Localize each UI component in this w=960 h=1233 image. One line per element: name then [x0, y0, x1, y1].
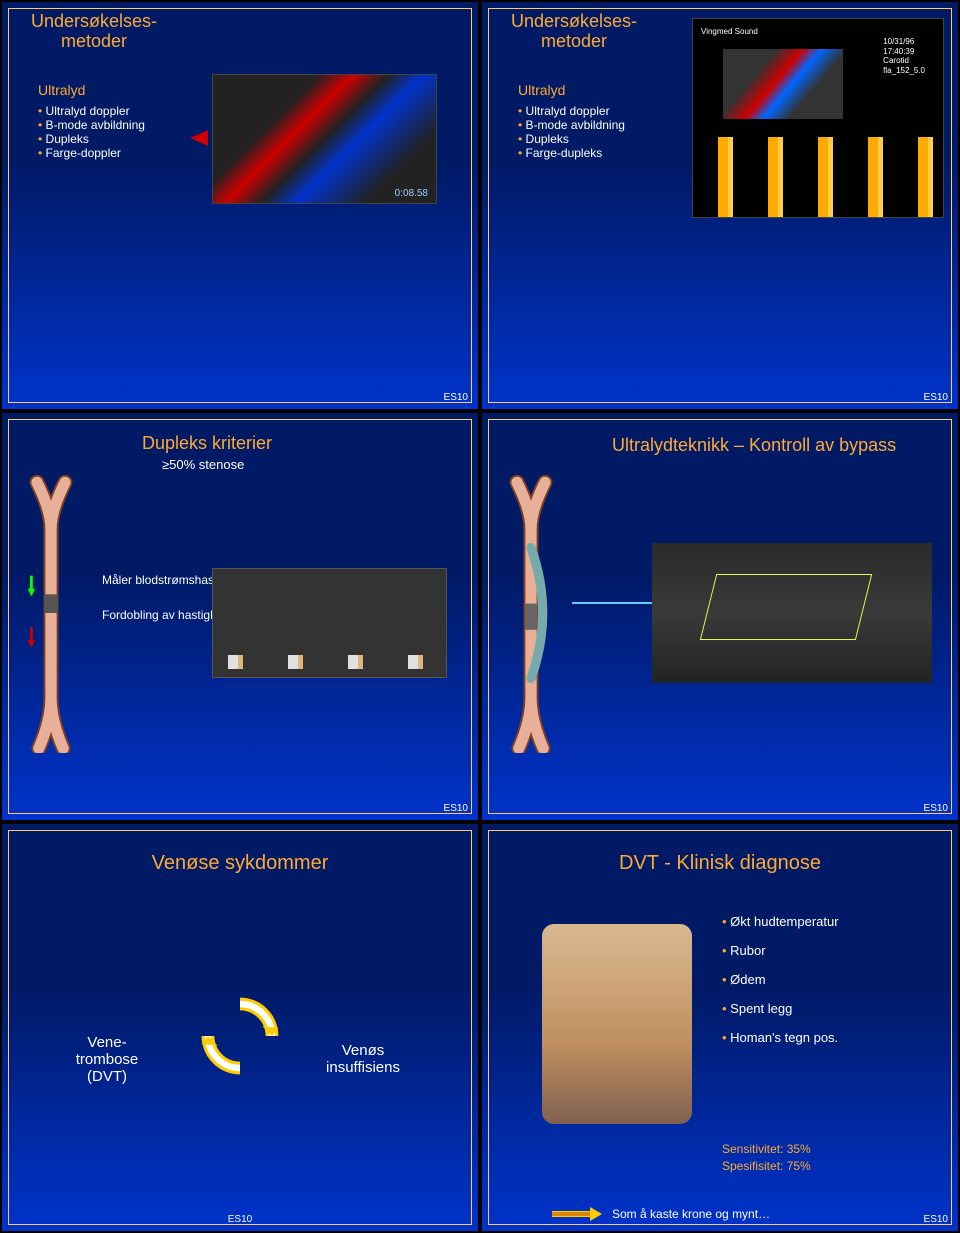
slide2-bullets: Ultralyd doppler B-mode avbildning Duple…: [518, 104, 654, 160]
slide2-subtitle: Ultralyd: [518, 82, 654, 98]
slide1-title: Undersøkelses- metoder: [14, 12, 174, 52]
slide6-bullets: Økt hudtemperatur Rubor Ødem Spent legg …: [722, 914, 839, 1059]
stenosis-mark: [44, 594, 57, 613]
bullet: Ødem: [722, 972, 839, 987]
slide-footer: ES10: [924, 803, 948, 814]
vi-l2: insuffisiens: [326, 1059, 400, 1076]
bullet: Ultralyd doppler: [518, 104, 654, 118]
ultrasound-spectral-image: Vingmed Sound 10/31/96 17:40:39 Carotid …: [692, 18, 944, 218]
bullet: Økt hudtemperatur: [722, 914, 839, 929]
slide-1: Undersøkelses- metoder Ultralyd Ultralyd…: [0, 0, 480, 411]
ultrasound-bmode-box: [652, 543, 932, 683]
meta-label: 10/31/96 17:40:39 Carotid fla_152_5.0: [883, 37, 925, 75]
bullet: Dupleks: [518, 132, 654, 146]
vi-l1: Venøs: [342, 1042, 385, 1059]
slide-footer: ES10: [228, 1214, 252, 1225]
artery-diagram: [16, 473, 86, 753]
slide-5: Venøse sykdommer Vene- trombose (DVT) Ve…: [0, 822, 480, 1233]
dvt-l1: Vene-: [87, 1034, 126, 1051]
bullet: Ultralyd doppler: [38, 104, 174, 118]
bullet: Farge-doppler: [38, 146, 174, 160]
title-line1: Undersøkelses-: [511, 11, 637, 31]
title-line1: Undersøkelses-: [31, 11, 157, 31]
dvt-label: Vene- trombose (DVT): [52, 1034, 162, 1085]
slide4-title: Ultralydteknikk – Kontroll av bypass: [612, 435, 896, 456]
bullet: Rubor: [722, 943, 839, 958]
sensitivity: Sensitivitet: 35%: [722, 1141, 811, 1158]
slide-6: DVT - Klinisk diagnose Økt hudtemperatur…: [480, 822, 960, 1233]
slide1-bullets: Ultralyd doppler B-mode avbildning Duple…: [38, 104, 174, 160]
slide3-title: Dupleks kriterier: [142, 433, 272, 454]
slide2-title: Undersøkelses- metoder: [494, 12, 654, 52]
bullet: B-mode avbildning: [518, 118, 654, 132]
cycle-arrows-icon: [200, 996, 280, 1076]
vingmed-label: Vingmed Sound: [701, 27, 758, 36]
specificity: Spesifisitet: 75%: [722, 1158, 811, 1175]
bullet: Spent legg: [722, 1001, 839, 1016]
pointer-line: [572, 588, 652, 618]
bullet: B-mode avbildning: [38, 118, 174, 132]
spectral-waveform: [693, 137, 943, 217]
red-arrow-icon: [190, 130, 208, 146]
color-flow-region: [723, 49, 843, 119]
slide-footer: ES10: [444, 803, 468, 814]
slide-footer: ES10: [924, 392, 948, 403]
meta-date: 10/31/96: [883, 37, 925, 47]
image-timestamp: 0:08.58: [395, 188, 428, 199]
meta-type: Carotid: [883, 56, 925, 66]
bullet: Homan's tegn pos.: [722, 1030, 839, 1045]
slide3-line2: Fordobling av hastighet: [102, 608, 227, 622]
slide-3: Dupleks kriterier ≥50% stenose Måler blo…: [0, 411, 480, 822]
slide-footer: ES10: [444, 392, 468, 403]
slide3-sub: ≥50% stenose: [162, 457, 244, 472]
arrow-right-icon: [552, 1207, 602, 1221]
clinical-photo: [542, 924, 692, 1124]
slide-4: Ultralydteknikk – Kontroll av bypass ES1…: [480, 411, 960, 822]
mynt-text: Som å kaste krone og mynt…: [612, 1207, 770, 1221]
artery-diagram-bypass: [496, 473, 566, 753]
bullet: Dupleks: [38, 132, 174, 146]
meta-time: 17:40:39: [883, 47, 925, 57]
slide1-subtitle: Ultralyd: [38, 82, 174, 98]
vi-label: Venøs insuffisiens: [308, 1042, 418, 1076]
bullet: Farge-dupleks: [518, 146, 654, 160]
title-line2: metoder: [541, 31, 607, 51]
doppler-waveform-box: [212, 568, 447, 678]
dvt-l2: trombose: [76, 1051, 139, 1068]
meta-file: fla_152_5.0: [883, 66, 925, 76]
slide-footer: ES10: [924, 1214, 948, 1225]
title-line2: metoder: [61, 31, 127, 51]
dvt-l3: (DVT): [87, 1068, 127, 1085]
ultrasound-image: 0:08.58: [212, 74, 437, 204]
sensitivity-block: Sensitivitet: 35% Spesifisitet: 75%: [722, 1141, 811, 1175]
slide-2: Undersøkelses- metoder Ultralyd Ultralyd…: [480, 0, 960, 411]
